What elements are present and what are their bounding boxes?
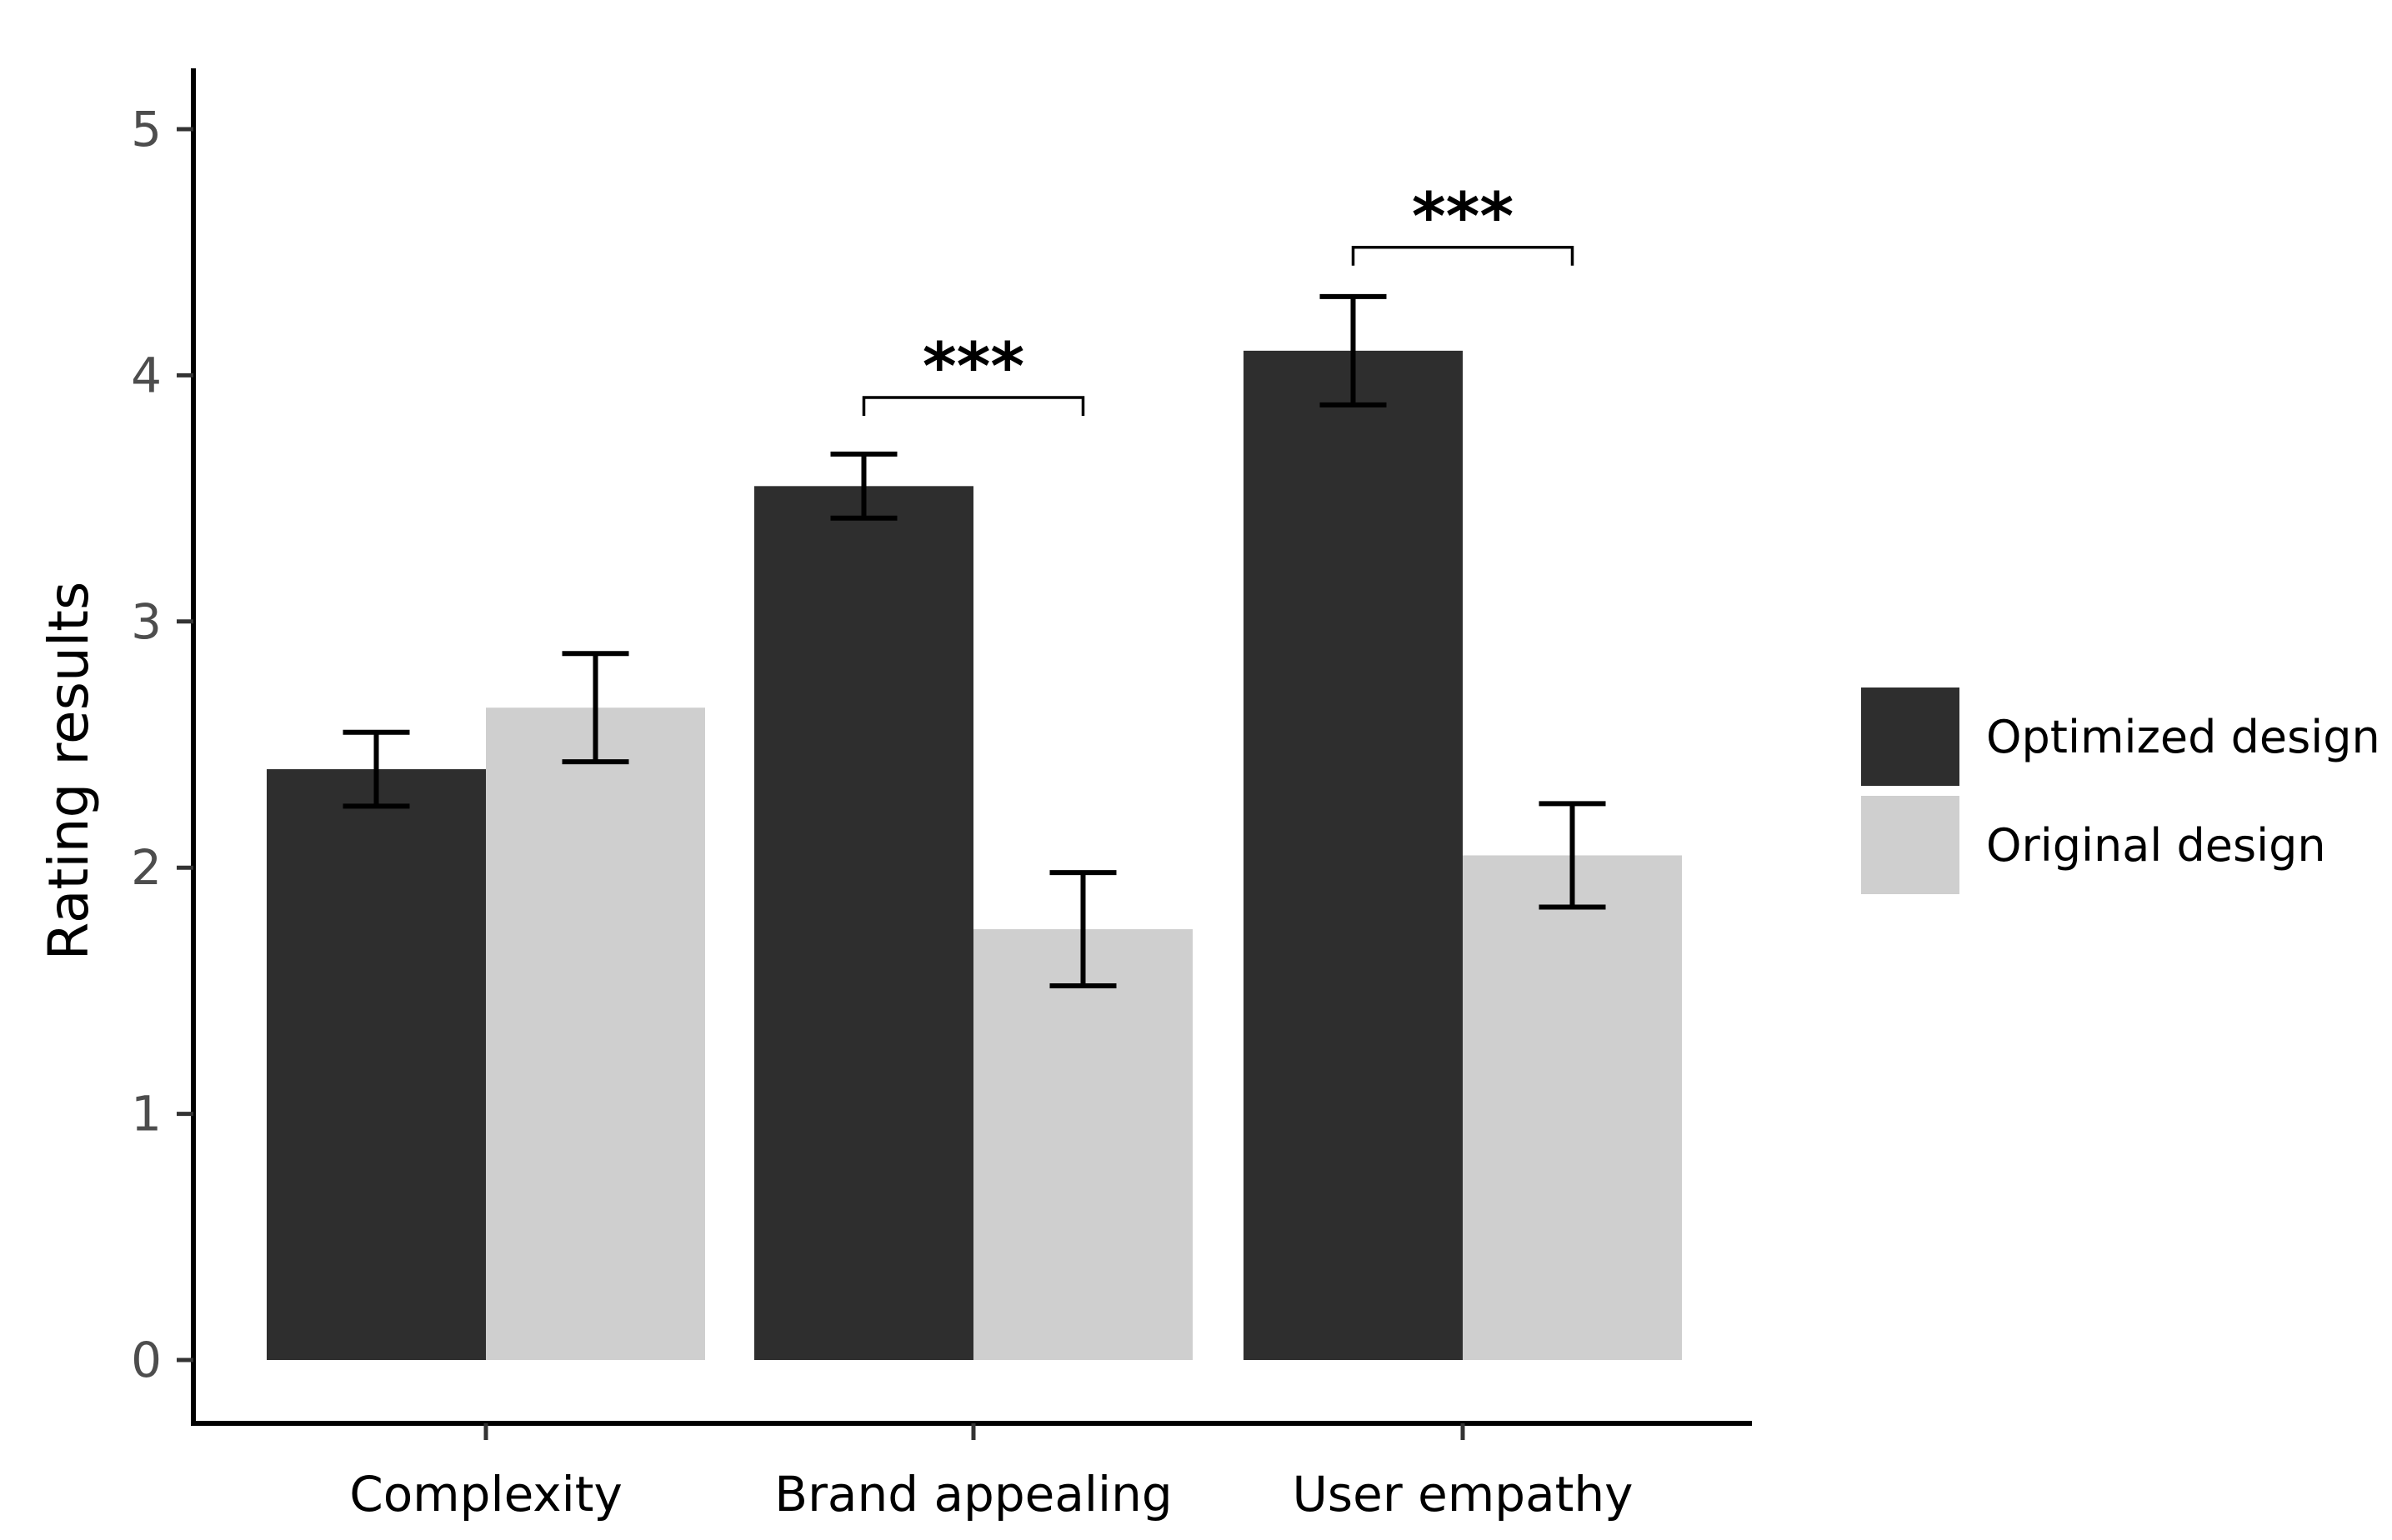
legend-label: Optimized design xyxy=(1986,711,2380,763)
significance-label: *** xyxy=(1412,180,1514,255)
y-tick-label-4: 4 xyxy=(131,347,162,403)
legend-item-original-design: Original design xyxy=(1861,796,2326,894)
y-axis-title: Rating results xyxy=(37,582,101,961)
bars-group xyxy=(267,350,1682,1360)
error-bar-original-design-complexity xyxy=(562,651,629,765)
x-tick-label-complexity: Complexity xyxy=(349,1466,623,1522)
y-tick-label-3: 3 xyxy=(131,593,162,650)
significance-bracket-brand-appealing: *** xyxy=(862,330,1085,416)
bar-optimized-design-user-empathy xyxy=(1244,350,1463,1360)
bracket-line xyxy=(1351,246,1574,266)
error-bar-optimized-design-user-empathy xyxy=(1319,293,1387,408)
bar-optimized-design-brand-appealing xyxy=(754,486,973,1360)
legend-label: Original design xyxy=(1986,819,2326,872)
bracket-line xyxy=(862,396,1085,416)
bar-original-design-user-empathy xyxy=(1463,855,1682,1360)
bar-original-design-complexity xyxy=(486,708,705,1360)
y-tick-label-1: 1 xyxy=(131,1086,162,1142)
significance-label: *** xyxy=(923,330,1024,405)
error-bar-original-design-brand-appealing xyxy=(1049,870,1117,988)
error-bars-group xyxy=(343,293,1606,988)
legend-swatch xyxy=(1861,688,1959,786)
legend: Optimized design Original design xyxy=(1861,688,2380,894)
significance-group: *** *** xyxy=(862,180,1574,416)
y-tick-label-0: 0 xyxy=(131,1332,162,1388)
y-tick-label-2: 2 xyxy=(131,839,162,896)
legend-item-optimized-design: Optimized design xyxy=(1861,688,2380,786)
error-bar-optimized-design-complexity xyxy=(343,729,410,809)
bar-original-design-brand-appealing xyxy=(973,929,1193,1360)
bar-optimized-design-complexity xyxy=(267,769,486,1360)
significance-bracket-user-empathy: *** xyxy=(1351,180,1574,266)
legend-swatch xyxy=(1861,796,1959,894)
x-tick-label-brand-appealing: Brand appealing xyxy=(774,1466,1172,1522)
error-bar-optimized-design-brand-appealing xyxy=(830,451,898,521)
x-tick-label-user-empathy: User empathy xyxy=(1292,1466,1633,1522)
error-bar-original-design-user-empathy xyxy=(1539,801,1606,910)
y-tick-label-5: 5 xyxy=(131,101,162,158)
axes-group: 0 1 2 3 4 5 Complexity Brand appealing User empa… xyxy=(37,68,1752,1522)
